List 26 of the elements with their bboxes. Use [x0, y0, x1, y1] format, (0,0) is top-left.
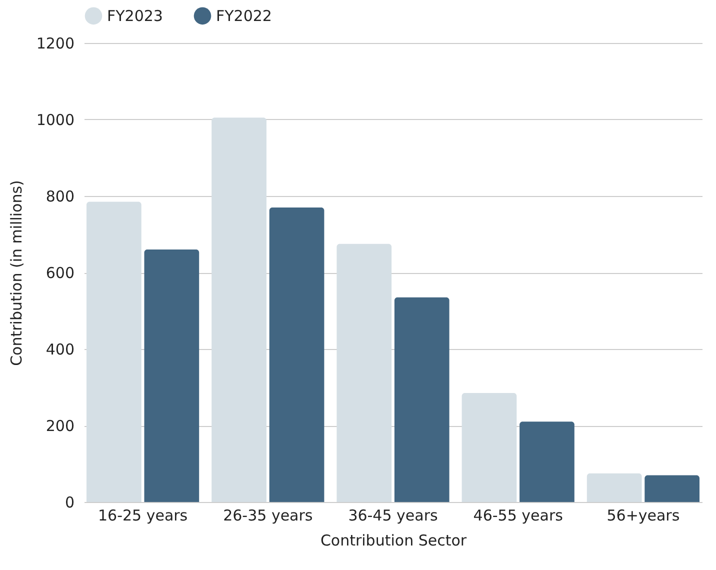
y-tick-label: 400: [46, 340, 74, 358]
legend-label: FY2023: [107, 6, 163, 25]
y-tick-label: 1200: [36, 34, 74, 52]
bar: [212, 118, 266, 502]
x-tick-label: 26-35 years: [223, 506, 313, 524]
bar: [336, 244, 392, 502]
x-tick-label: 36-45 years: [348, 506, 438, 524]
bar: [269, 207, 324, 502]
x-tick-label: 46-55 years: [473, 506, 564, 524]
y-tick-label: 800: [46, 188, 74, 206]
y-tick-label: 600: [46, 264, 74, 282]
bar: [144, 250, 200, 502]
y-tick-label: 200: [46, 417, 74, 435]
x-axis-title: Contribution Sector: [320, 532, 468, 550]
legend-label: FY2022: [216, 6, 272, 25]
bar: [520, 422, 574, 502]
x-tick-label: 16-25 years: [98, 506, 188, 524]
x-tick-label: 56+years: [606, 506, 680, 524]
bar: [394, 297, 450, 502]
bar: [644, 475, 700, 502]
bar: [586, 473, 642, 502]
y-axis-title: Contribution (in millions): [7, 180, 26, 366]
y-tick-label: 0: [64, 494, 74, 512]
y-tick-label: 1000: [36, 111, 74, 129]
bar: [86, 202, 142, 502]
bar: [462, 392, 517, 502]
